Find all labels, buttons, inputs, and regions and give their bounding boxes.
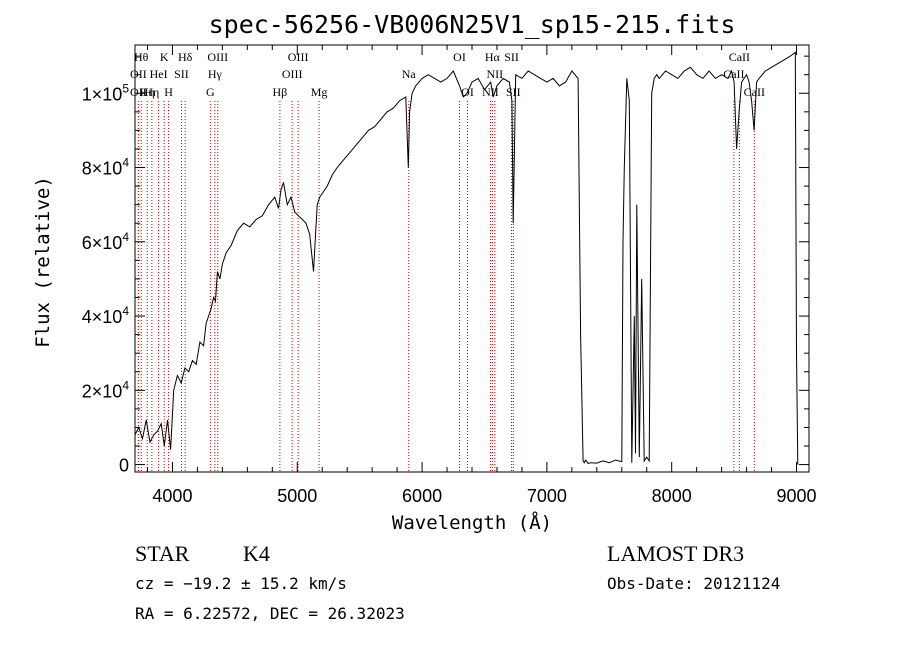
observation-date: Obs-Date: 20121124 [607,574,780,593]
y-tick-label-0: 0 [119,456,129,476]
line-label-20: NII [482,85,499,99]
line-label-26: CaII [729,50,750,64]
x-tick-label-4: 8000 [652,486,692,506]
y-axis-label: Flux (relative) [32,176,54,348]
y-tick-mantissa-1: 2×10 [82,381,123,401]
x-tick-label-3: 7000 [527,486,567,506]
line-label-10: G [206,85,215,99]
y-tick-mantissa-0: 0 [119,456,129,476]
line-label-14: OIII [282,67,303,81]
spectral-line-markers [137,101,755,472]
y-tick-exponent-5: 5 [122,81,129,95]
y-tick-exponent-4: 4 [122,156,129,170]
line-label-8: SII [174,67,189,81]
y-tick-label-4: 8×104 [82,156,130,179]
line-label-12: OIII [207,50,228,64]
line-label-4: Hη [144,85,159,99]
y-tick-exponent-2: 4 [122,304,129,318]
y-tick-label-5: 1×105 [82,81,130,104]
x-axis-label: Wavelength (Å) [392,511,552,534]
y-tick-exponent-3: 4 [122,230,129,244]
redshift-velocity: cz = −19.2 ± 15.2 km/s [135,574,347,593]
line-label-13: Hβ [273,85,288,99]
ra-dec-coordinates: RA = 6.22572, DEC = 26.32023 [135,604,405,623]
y-tick-label-3: 6×104 [82,230,130,253]
x-tick-label-2: 6000 [402,486,442,506]
object-subclass: K4 [243,541,270,566]
plot-frame [134,44,810,473]
x-tick-label-1: 5000 [277,486,317,506]
y-tick-mantissa-2: 4×10 [82,307,123,327]
x-axis-ticks: 4000 5000 6000 7000 8000 9000 [146,45,817,506]
survey-name: LAMOST DR3 [607,541,744,566]
line-label-1: OII [130,67,147,81]
y-tick-label-2: 4×104 [82,304,130,327]
line-label-7: H [164,85,173,99]
spectrum-line [134,51,799,465]
y-tick-mantissa-4: 8×10 [82,159,123,179]
line-label-11: Hγ [208,67,223,81]
line-label-5: HeI [150,67,168,81]
line-label-23: SII [504,50,519,64]
line-label-0: Hθ [134,50,149,64]
x-tick-label-5: 9000 [776,486,816,506]
line-label-27: CaII [744,85,765,99]
chart-title: spec-56256-VB006N25V1_sp15-215.fits [209,10,736,39]
line-label-22: NII [487,67,504,81]
line-label-16: Mg [311,85,328,99]
line-label-21: Hα [485,50,501,64]
y-tick-exponent-1: 4 [122,378,129,392]
spectral-line-labels: HθOIIOIIHηHηHeIKHSIIHδGHγOIIIHβOIIIOIIIM… [130,50,765,99]
line-label-24: SII [506,85,521,99]
line-label-15: OIII [288,50,309,64]
y-tick-label-1: 2×104 [82,378,130,401]
x-tick-label-0: 4000 [152,486,192,506]
line-label-9: Hδ [178,50,193,64]
line-label-6: K [160,50,169,64]
line-label-18: OI [453,50,466,64]
line-label-2: OII [130,85,147,99]
y-tick-mantissa-3: 6×10 [82,233,123,253]
line-label-3: Hη [140,85,155,99]
line-label-17: Na [402,67,417,81]
object-class: STAR [135,541,190,566]
y-tick-mantissa-5: 1×10 [82,84,123,104]
